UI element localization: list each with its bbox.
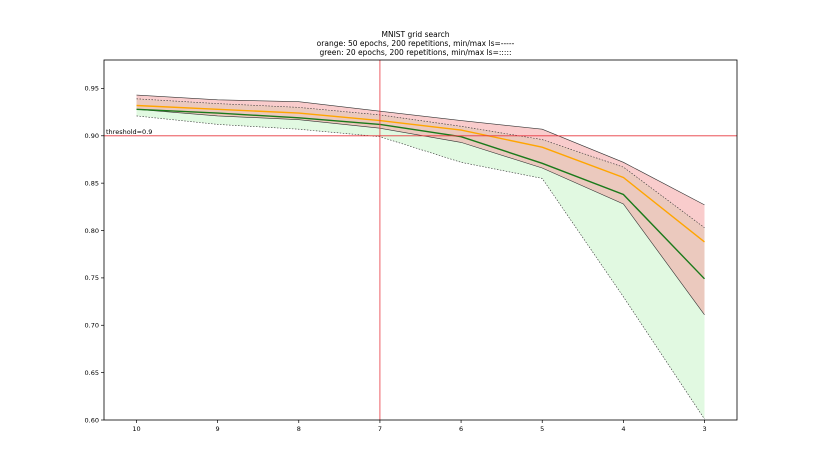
min-line-series-0 [136,109,705,315]
band-series-0 [136,95,705,315]
max-line-series-0 [136,94,705,206]
mean-line-series-0 [136,104,705,243]
chart-subtitle-green: green: 20 epochs, 200 repetitions, min/m… [319,48,512,57]
x-tick-label-6: 4 [621,425,625,433]
y-tick-label-3: 0.75 [85,274,99,282]
y-tick-label-2: 0.70 [85,322,99,330]
x-tick-label-2: 8 [297,425,301,433]
y-tick-label-5: 0.85 [85,179,99,187]
mean-line-series-1 [136,108,706,280]
x-tick-label-1: 9 [216,425,220,433]
band-layer [136,95,705,420]
x-tick-label-5: 5 [540,425,544,433]
chart-subtitle-orange: orange: 50 epochs, 200 repetitions, min/… [316,39,515,48]
plot-area [103,59,738,421]
threshold-annotation: threshold=0.9 [106,128,152,136]
y-tick-label-1: 0.65 [85,369,99,377]
y-tick-label-7: 0.95 [85,85,99,93]
y-tick-label-4: 0.80 [85,227,99,235]
min-line-series-1 [136,115,705,420]
axis-tick-layer: 0.60 0.65 0.70 0.75 0.80 0.85 0.90 0.95 10 9 8 7 6 5 4… [85,85,707,433]
x-tick-label-7: 3 [702,425,706,433]
x-tick-label-4: 6 [459,425,463,433]
y-tick-label-0: 0.60 [85,416,99,424]
x-tick-label-3: 7 [378,425,382,433]
chart-title: MNIST grid search [381,30,450,39]
line-layer [136,94,706,420]
chart-title-block: MNIST grid search orange: 50 epochs, 200… [0,30,831,57]
reference-layer [104,60,737,420]
band-series-1 [136,98,705,420]
y-tick-label-6: 0.90 [85,132,99,140]
x-tick-label-0: 10 [132,425,140,433]
